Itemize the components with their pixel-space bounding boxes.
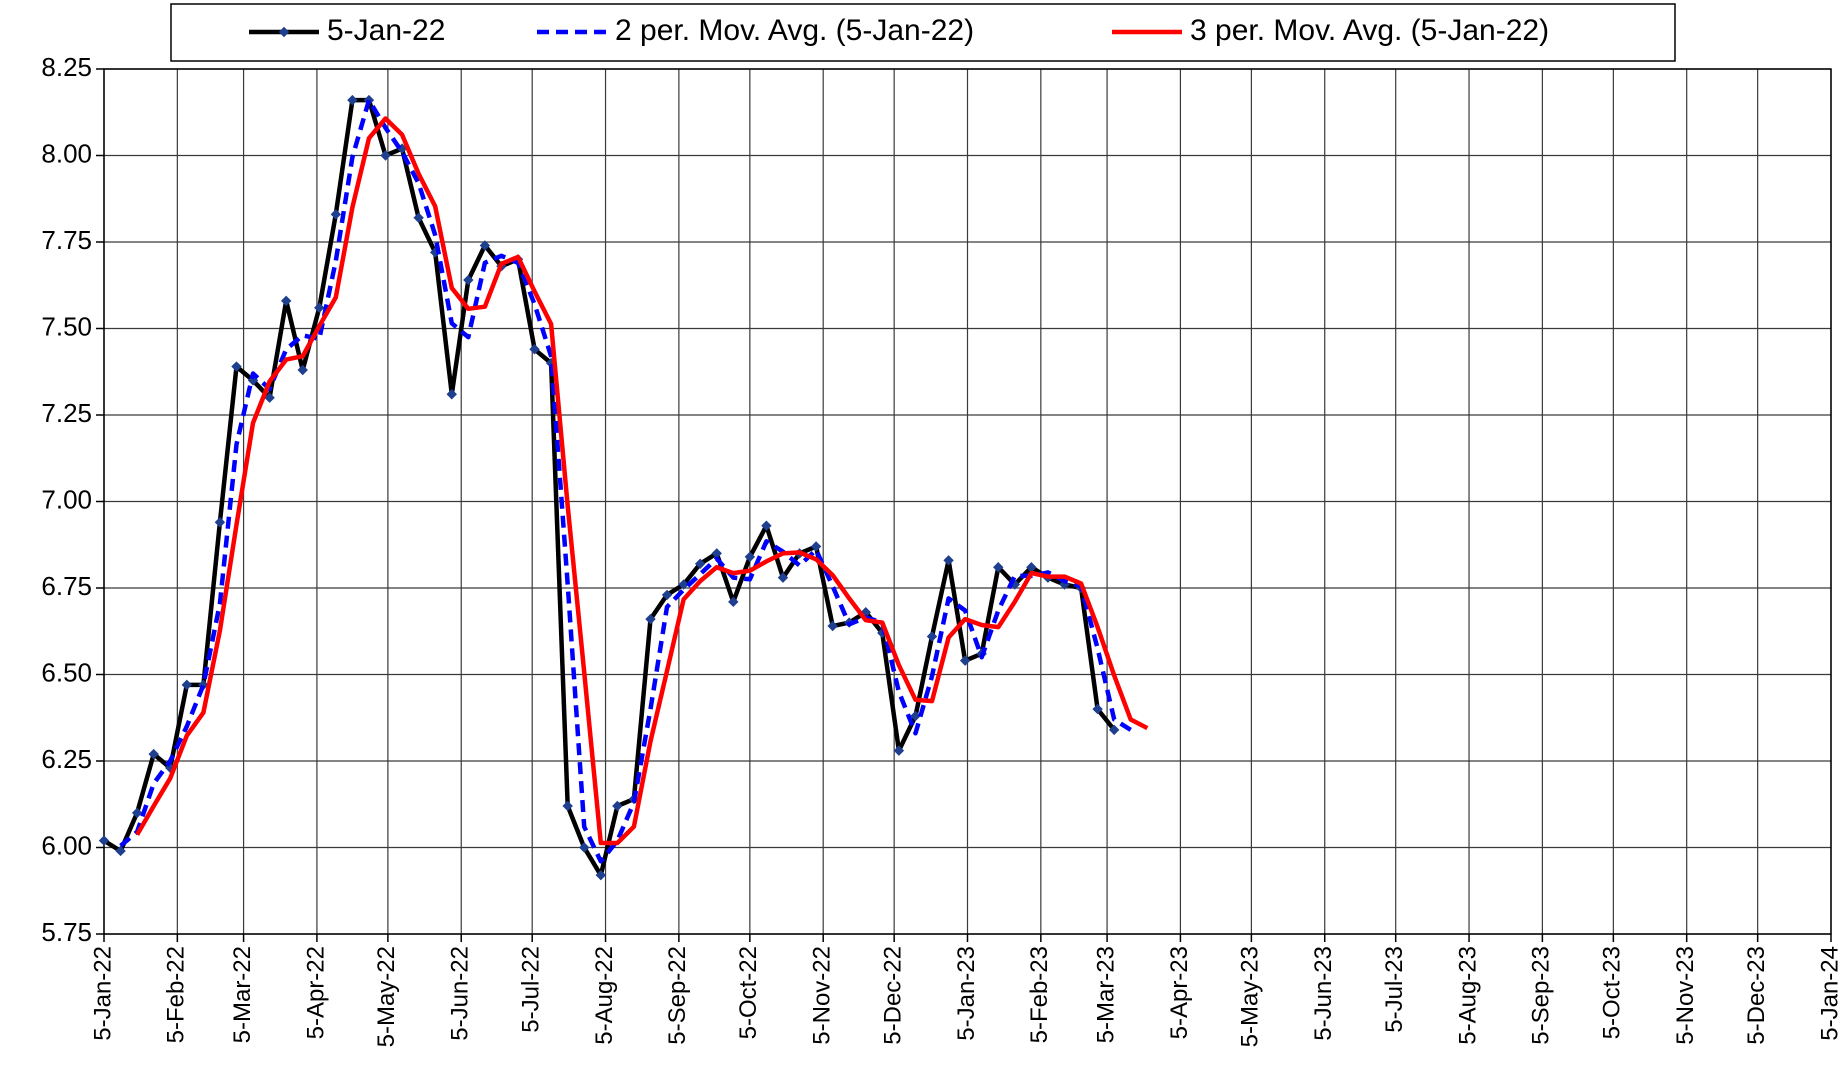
- data-point: [744, 551, 756, 563]
- series-line: [102, 97, 1116, 878]
- data-point: [810, 541, 822, 552]
- x-tick-label: 5-Nov-22: [809, 946, 836, 1045]
- data-point: [579, 842, 590, 853]
- data-point: [413, 212, 424, 223]
- x-tick-label: 5-Feb-22: [163, 946, 190, 1043]
- x-tick-label: 5-Jun-23: [1310, 946, 1337, 1041]
- data-point: [728, 596, 739, 608]
- x-tick-label: 5-Mar-23: [1092, 946, 1119, 1043]
- data-point: [827, 620, 838, 632]
- legend-label: 5-Jan-22: [327, 14, 445, 47]
- data-point: [645, 613, 656, 625]
- y-tick-label: 8.00: [41, 138, 92, 168]
- y-tick-label: 5.75: [41, 917, 92, 947]
- y-tick-label: 6.75: [41, 571, 92, 601]
- x-tick-label: 5-Apr-22: [302, 946, 329, 1039]
- x-tick-label: 5-Jan-22: [89, 946, 116, 1041]
- x-tick-label: 5-Jul-23: [1381, 946, 1408, 1033]
- legend-box: [170, 3, 1676, 62]
- data-point: [562, 800, 573, 812]
- data-point: [694, 558, 706, 569]
- x-tick-label: 5-Nov-23: [1672, 946, 1699, 1045]
- x-tick-label: 5-Sep-23: [1528, 946, 1555, 1045]
- legend-marker: [278, 26, 290, 38]
- data-point: [1092, 703, 1103, 715]
- data-point: [910, 710, 921, 722]
- data-point: [529, 344, 540, 355]
- x-tick-label: 5-Dec-22: [880, 946, 907, 1045]
- y-tick-label: 7.00: [41, 484, 92, 514]
- data-point: [926, 631, 938, 642]
- series-line: [135, 116, 1149, 846]
- plot-border: [103, 68, 1832, 935]
- data-point: [661, 589, 673, 601]
- data-point: [761, 520, 772, 531]
- data-point: [314, 302, 325, 313]
- y-tick-label: 6.25: [41, 744, 92, 774]
- x-tick-label: 5-May-23: [1237, 946, 1264, 1047]
- data-point: [612, 800, 623, 812]
- x-tick-label: 5-Aug-23: [1454, 946, 1481, 1045]
- data-point: [943, 555, 954, 566]
- data-point: [777, 572, 789, 583]
- x-tick-label: 5-May-22: [373, 946, 400, 1047]
- data-point: [380, 150, 391, 161]
- data-point: [463, 274, 474, 286]
- data-point: [893, 745, 905, 756]
- x-tick-label: 5-Apr-23: [1166, 946, 1193, 1039]
- y-tick-label: 8.25: [41, 52, 92, 82]
- data-point: [993, 562, 1004, 573]
- x-tick-label: 5-Oct-23: [1599, 946, 1626, 1039]
- y-tick-label: 7.25: [41, 398, 92, 428]
- x-tick-label: 5-Jun-22: [447, 946, 474, 1041]
- y-tick-label: 7.75: [41, 225, 92, 255]
- data-point: [131, 807, 143, 819]
- x-tick-label: 5-Jan-24: [1816, 946, 1840, 1041]
- data-point: [297, 364, 308, 376]
- y-tick-label: 7.50: [41, 311, 92, 341]
- x-tick-label: 5-Oct-22: [735, 946, 762, 1039]
- data-point: [148, 748, 159, 760]
- series-line: [119, 97, 1132, 864]
- data-point: [330, 209, 342, 220]
- y-tick-label: 6.50: [41, 657, 92, 687]
- x-tick-label: 5-Dec-23: [1743, 946, 1770, 1045]
- data-point: [280, 295, 292, 307]
- data-point: [1108, 724, 1120, 736]
- x-tick-label: 5-Jul-22: [518, 946, 545, 1033]
- data-point: [479, 240, 491, 251]
- legend-label: 2 per. Mov. Avg. (5-Jan-22): [615, 14, 974, 47]
- data-point: [181, 679, 193, 691]
- y-tick-label: 6.00: [41, 830, 92, 860]
- x-tick-label: 5-Mar-22: [229, 946, 256, 1043]
- x-tick-label: 5-Jan-23: [953, 946, 980, 1041]
- data-point: [446, 389, 457, 400]
- data-point: [347, 94, 358, 106]
- x-tick-label: 5-Aug-22: [591, 946, 618, 1045]
- data-point: [214, 517, 226, 528]
- legend-label: 3 per. Mov. Avg. (5-Jan-22): [1190, 14, 1549, 47]
- data-point: [98, 835, 110, 846]
- x-tick-label: 5-Sep-22: [664, 946, 691, 1045]
- data-point: [264, 392, 275, 403]
- data-point: [115, 845, 126, 857]
- x-tick-label: 5-Feb-23: [1026, 946, 1053, 1043]
- data-point: [595, 869, 607, 881]
- data-point: [231, 361, 242, 372]
- data-point: [678, 579, 689, 590]
- data-point: [959, 655, 971, 666]
